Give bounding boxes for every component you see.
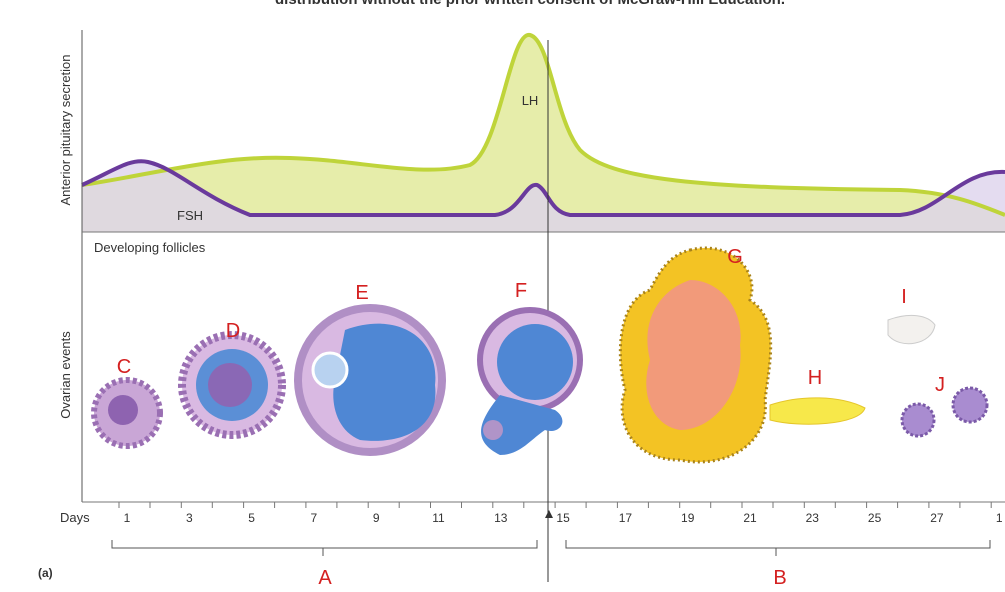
- day-tick-label: 3: [186, 511, 193, 525]
- top-axis-label: Anterior pituitary secretion: [58, 54, 73, 205]
- lh-label: LH: [522, 93, 539, 108]
- day-tick-label: 13: [494, 511, 508, 525]
- panel-label: (a): [38, 566, 53, 580]
- day-tick-label: 17: [619, 511, 633, 525]
- day-tick-label: 11: [432, 511, 445, 525]
- fsh-area: [82, 161, 1005, 232]
- fsh-curve: [81, 159, 1005, 217]
- lh-area: [82, 34, 1005, 232]
- day-tick-label: 5: [248, 511, 255, 525]
- day-tick-label: 7: [311, 511, 318, 525]
- label-f: F: [515, 280, 527, 302]
- ovulation-arrow: [545, 510, 553, 518]
- label-i: I: [901, 286, 907, 308]
- phase-a: A: [318, 567, 332, 589]
- label-c: C: [117, 356, 131, 378]
- caption: distribution without the prior written c…: [275, 0, 785, 8]
- lh-curve: [81, 33, 1005, 217]
- label-g: G: [727, 246, 743, 268]
- day-tick-label: 27: [930, 511, 944, 525]
- day-tick-label: 23: [806, 511, 820, 525]
- fsh-label: FSH: [177, 208, 203, 223]
- day-tick-label: 9: [373, 511, 380, 525]
- day-tick-label: 15: [556, 511, 570, 525]
- follicles: [91, 246, 989, 464]
- day-tick-label: 1: [124, 511, 131, 525]
- bracket-b: [565, 540, 991, 556]
- days-label: Days: [60, 510, 90, 525]
- day-tick-label: 21: [743, 511, 757, 525]
- bottom-axis-label: Ovarian events: [58, 331, 73, 419]
- phase-b: B: [773, 567, 786, 589]
- day-tick-label: 25: [868, 511, 882, 525]
- day-tick-label: 19: [681, 511, 695, 525]
- label-d: D: [226, 320, 240, 342]
- label-h: H: [808, 367, 822, 389]
- label-j: J: [935, 374, 945, 396]
- bracket-a: [111, 540, 538, 556]
- section-label: Developing follicles: [94, 240, 206, 255]
- day-tick-label: 1: [996, 511, 1003, 525]
- label-e: E: [355, 282, 368, 304]
